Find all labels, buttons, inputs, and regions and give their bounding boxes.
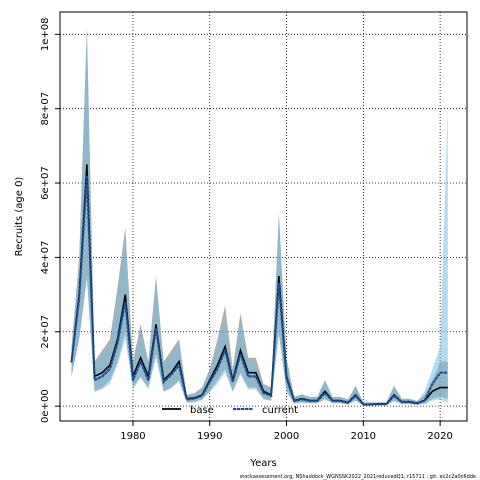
- legend: base current: [162, 405, 298, 416]
- x-axis: 1980 1990 2000 2010 2020: [120, 421, 453, 442]
- series-line-current: [70, 175, 449, 406]
- x-tick-label: 2010: [351, 431, 376, 442]
- ci-band-current: [71, 30, 448, 406]
- grid: [60, 12, 467, 421]
- y-tick-label: 8e+07: [40, 92, 51, 126]
- y-tick-label: 1e+08: [40, 17, 51, 51]
- x-tick-label: 2000: [274, 431, 299, 442]
- x-axis-label: Years: [249, 458, 276, 469]
- footer-credit: stockassessment.org, NShaddock_WGNSSK202…: [240, 474, 476, 480]
- y-tick-label: 0e+00: [40, 389, 51, 423]
- y-tick-label: 6e+07: [40, 166, 51, 200]
- x-tick-label: 2020: [427, 431, 452, 442]
- legend-label-current: current: [262, 405, 298, 416]
- y-axis: 0e+00 2e+07 4e+07 6e+07 8e+07 1e+08: [40, 17, 60, 423]
- plot-frame: [59, 11, 468, 422]
- y-tick-label: 4e+07: [40, 241, 51, 275]
- y-axis-label: Recruits (age 0): [14, 177, 25, 257]
- confidence-bands: [71, 26, 448, 406]
- x-tick-label: 1990: [197, 431, 222, 442]
- series-lines: [70, 164, 449, 406]
- x-tick-label: 1980: [120, 431, 145, 442]
- y-tick-label: 2e+07: [40, 315, 51, 349]
- legend-label-base: base: [190, 405, 214, 416]
